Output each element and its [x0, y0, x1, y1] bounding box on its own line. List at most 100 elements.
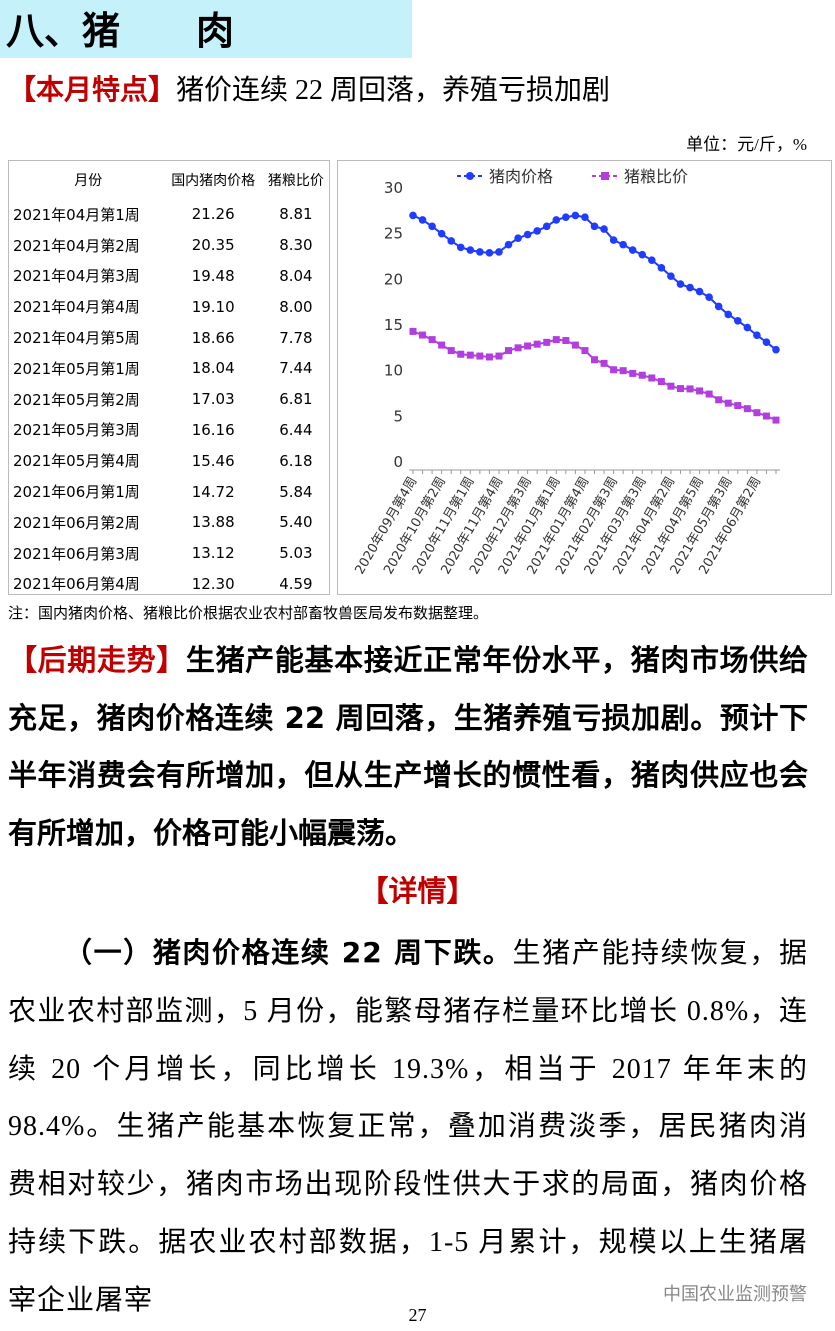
table-cell: 2021年06月第1周	[13, 483, 140, 502]
point	[542, 222, 551, 231]
point	[418, 216, 427, 224]
point	[705, 293, 713, 302]
table-cell: 2021年06月第3周	[13, 544, 140, 563]
y-tick-label: 10	[384, 362, 403, 380]
y-tick-label: 0	[393, 453, 403, 471]
point	[657, 264, 666, 272]
point	[753, 409, 761, 417]
legend-marker	[601, 172, 609, 180]
point	[543, 338, 551, 346]
legend-label: 猪肉价格	[489, 167, 553, 186]
point	[743, 323, 752, 332]
y-tick-label: 15	[384, 316, 403, 334]
point	[456, 243, 465, 252]
point	[581, 347, 589, 355]
point	[438, 341, 446, 349]
table-row: 2021年05月第2周 17.03 6.81	[9, 384, 329, 415]
table-cell: 8.04	[279, 266, 313, 285]
point	[514, 344, 522, 352]
point	[591, 356, 598, 364]
header-row: 月份 国内猪肉价格 猪粮比价	[9, 161, 329, 199]
y-tick-label: 20	[384, 270, 403, 288]
table-cell: 13.88	[191, 513, 235, 532]
point	[628, 246, 637, 254]
point	[638, 371, 646, 379]
table-cell: 18.66	[191, 328, 235, 347]
point	[667, 272, 675, 280]
point	[648, 256, 656, 264]
table-cell: 16.16	[191, 420, 235, 439]
point	[715, 396, 723, 404]
table-cell: 2021年06月第2周	[13, 513, 140, 532]
point	[476, 248, 484, 256]
point	[552, 216, 561, 224]
point	[733, 316, 742, 325]
table-cell: 6.44	[279, 420, 313, 439]
point	[724, 399, 732, 407]
header-cell: 月份	[74, 173, 103, 189]
table-row: 2021年05月第4周 15.46 6.18	[9, 445, 329, 476]
price-table: 月份 国内猪肉价格 猪粮比价 2021年04月第1周 21.26 8.81 2021年04月…	[8, 160, 330, 595]
details-lead: （一）猪肉价格连续 22 周下跌。	[64, 936, 513, 969]
point	[437, 229, 446, 238]
point	[772, 345, 780, 354]
table-cell: 18.04	[191, 359, 235, 378]
table-cell: 2021年04月第3周	[13, 267, 140, 286]
page-number: 27	[408, 1305, 427, 1325]
point	[409, 211, 417, 220]
table-cell: 2021年04月第4周	[13, 298, 140, 317]
legend-label: 猪粮比价	[624, 167, 688, 186]
trend-text: 生猪产能基本接近正常年份水平，猪肉市场供给充足，猪肉价格连续 22 周回落，生猪…	[8, 643, 808, 850]
point	[476, 352, 484, 360]
point	[696, 387, 704, 395]
unit: 单位：元/斤，%	[686, 135, 807, 154]
point	[695, 287, 704, 296]
table-cell: 7.44	[279, 359, 313, 378]
header-cell: 国内猪肉价格	[171, 173, 256, 189]
trend-lead: 【后期走势】	[8, 643, 186, 677]
summary: 【本月特点】猪价连续 22 周回落，养殖亏损加剧	[8, 70, 610, 111]
point	[676, 280, 685, 288]
point	[619, 367, 627, 375]
table-cell: 2021年05月第2周	[13, 390, 140, 409]
point	[524, 342, 532, 350]
point	[428, 336, 436, 344]
table-cell: 2021年06月第4周	[13, 575, 140, 594]
point	[419, 331, 427, 339]
table-cell: 5.40	[279, 513, 313, 532]
details-text: 生猪产能持续恢复，据农业农村部监测，5 月份，能繁母猪存栏量环比增长 0.8%，…	[8, 938, 808, 1316]
table-row: 2021年06月第2周 13.88 5.40	[9, 507, 329, 538]
point	[609, 236, 618, 244]
table-row: 2021年06月第3周 13.12 5.03	[9, 538, 329, 569]
table-cell: 17.03	[191, 390, 235, 409]
point	[734, 402, 742, 410]
point	[638, 250, 647, 259]
point	[619, 240, 627, 249]
point	[409, 327, 417, 335]
table-cell: 14.72	[191, 482, 235, 501]
point	[485, 353, 493, 361]
point	[762, 338, 771, 346]
point	[705, 390, 713, 398]
series-line	[412, 330, 777, 421]
point	[523, 230, 532, 239]
point	[581, 213, 589, 222]
point	[466, 246, 475, 254]
point	[562, 337, 570, 345]
table-row: 2021年04月第5周 18.66 7.78	[9, 322, 329, 353]
table-cell: 4.59	[279, 574, 313, 593]
trend: 【后期走势】生猪产能基本接近正常年份水平，猪肉市场供给充足，猪肉价格连续 22 …	[8, 632, 808, 862]
table-cell: 8.30	[279, 236, 313, 255]
point	[590, 222, 599, 231]
header-cell: 猪粮比价	[267, 173, 324, 189]
point	[600, 359, 608, 367]
point	[686, 385, 694, 393]
point	[657, 378, 665, 386]
table-cell: 2021年04月第5周	[13, 329, 140, 348]
point	[533, 340, 541, 348]
table-cell: 2021年04月第2周	[13, 236, 140, 255]
table-cell: 2021年05月第3周	[13, 421, 140, 440]
point	[648, 374, 656, 382]
table-row: 2021年05月第3周 16.16 6.44	[9, 415, 329, 446]
